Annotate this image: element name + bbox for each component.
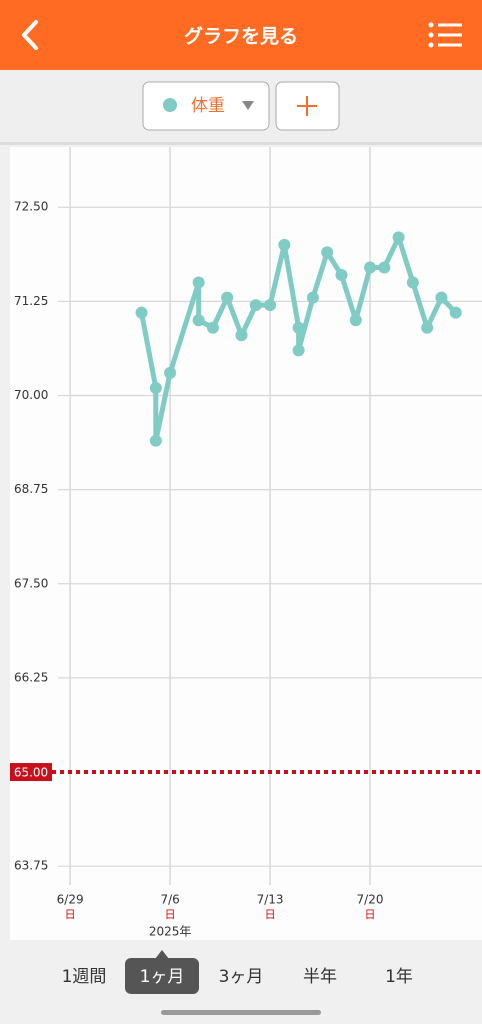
data-point [321, 246, 334, 259]
year-label: 2025年 [149, 925, 192, 939]
data-point [221, 291, 234, 304]
x-tick-weekday: 日 [165, 908, 176, 921]
x-tick-label: 7/6 [160, 893, 179, 907]
data-point [421, 321, 434, 334]
data-point [278, 238, 291, 251]
tab-selected-bg [125, 958, 199, 994]
data-point [449, 306, 462, 319]
tab[interactable]: 半年 [303, 967, 337, 987]
data-point [149, 434, 162, 447]
home-indicator [161, 1010, 321, 1015]
data-point [435, 291, 448, 304]
back-button[interactable] [22, 20, 38, 50]
y-tick-label: 71.25 [14, 294, 48, 308]
target-label-box [10, 763, 52, 782]
y-tick-label: 72.50 [14, 200, 48, 214]
dropdown-arrow [242, 101, 254, 110]
data-point [292, 344, 305, 357]
toolbar-shadow [0, 142, 482, 145]
y-tick-label: 70.00 [14, 388, 48, 402]
tab-bar [0, 940, 482, 1002]
data-point [235, 329, 248, 342]
data-point [349, 314, 362, 327]
tab[interactable]: 3ヶ月 [219, 967, 264, 987]
header-bar [0, 0, 482, 70]
data-point [149, 381, 162, 394]
target-label: 65.00 [14, 766, 48, 780]
data-point [206, 321, 219, 334]
x-tick-label: 7/13 [257, 893, 284, 907]
data-point [306, 291, 319, 304]
data-point [192, 276, 205, 289]
menu-button[interactable] [428, 22, 463, 48]
add-icon [297, 96, 317, 116]
x-tick-weekday: 日 [365, 908, 376, 921]
tab-pointer [155, 950, 169, 959]
chart-area [10, 147, 482, 940]
chart: 63.7566.2567.5068.7570.0071.2572.506/29日… [10, 147, 482, 939]
data-point [192, 314, 205, 327]
series-dropdown[interactable] [142, 81, 270, 131]
data-point [378, 261, 391, 274]
x-tick-weekday: 日 [65, 908, 76, 921]
y-tick-label: 67.50 [14, 576, 48, 590]
series-color-dot [163, 98, 177, 112]
tab[interactable]: 1週間 [62, 967, 107, 987]
x-tick-weekday: 日 [265, 908, 276, 921]
tab[interactable]: 1ヶ月 [140, 967, 185, 987]
data-point [335, 269, 348, 282]
data-point [392, 231, 405, 244]
y-tick-label: 63.75 [14, 859, 48, 873]
data-point [364, 261, 377, 274]
data-point [135, 306, 148, 319]
tabs: 1週間 1ヶ月 3ヶ月 半年 1年 [62, 950, 413, 994]
y-tick-label: 66.25 [14, 670, 48, 684]
data-point [249, 299, 262, 312]
x-tick-label: 6/29 [57, 893, 84, 907]
data-point [406, 276, 419, 289]
data-point [292, 321, 305, 334]
header-title: グラフを見る [184, 25, 298, 48]
tab[interactable]: 1年 [385, 967, 413, 987]
x-tick-label: 7/20 [357, 893, 384, 907]
data-point [264, 299, 277, 312]
y-tick-label: 68.75 [14, 482, 48, 496]
data-point [164, 366, 177, 379]
series-name: 体重 [191, 96, 225, 116]
